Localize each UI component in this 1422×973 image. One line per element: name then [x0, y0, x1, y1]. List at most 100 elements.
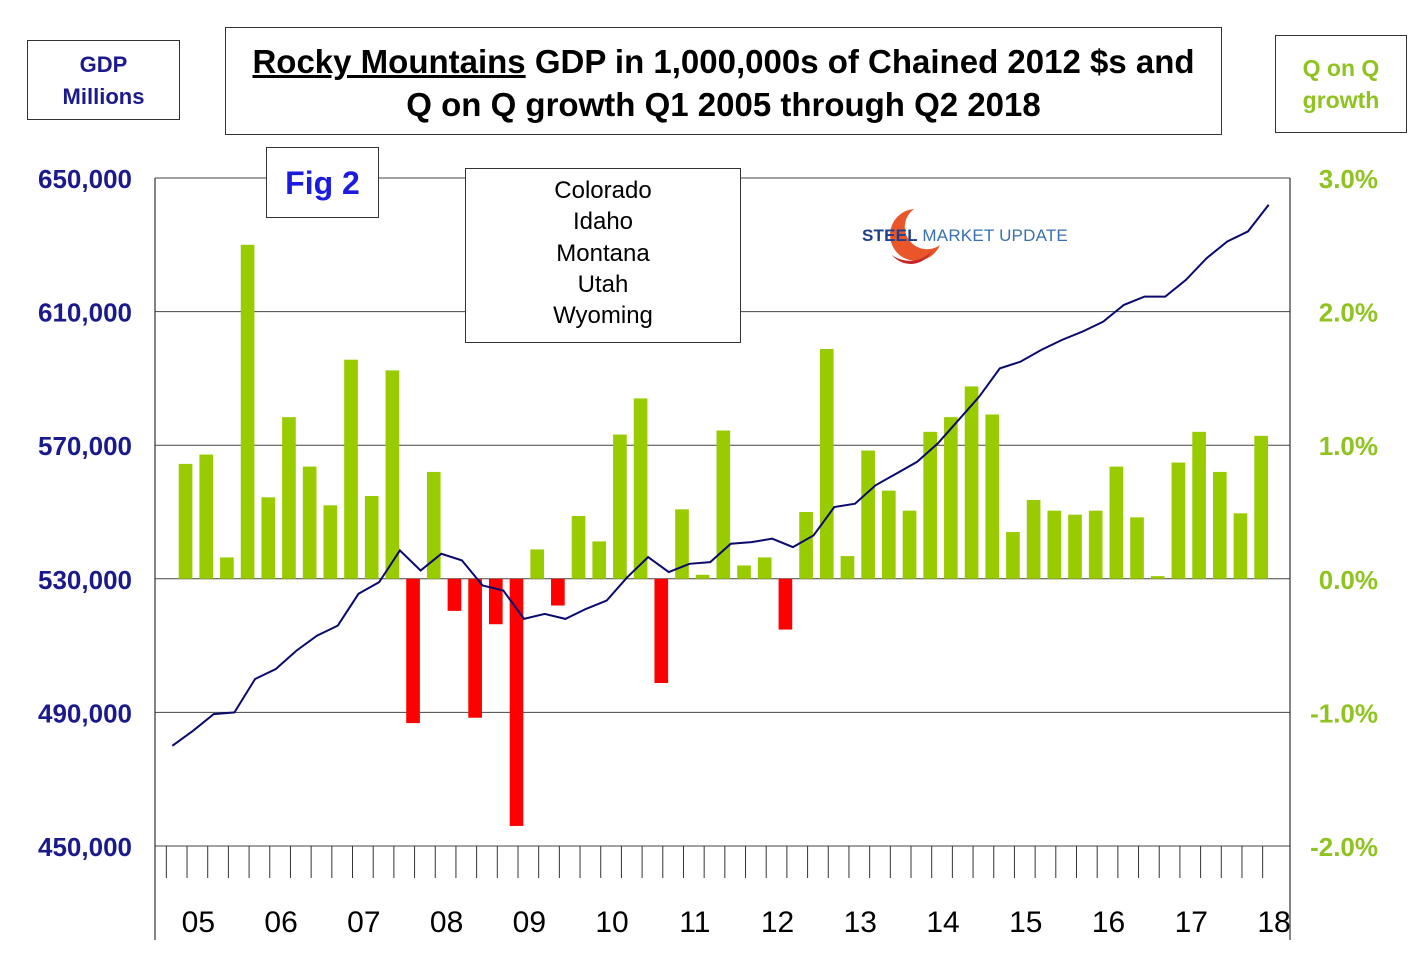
growth-bar	[302, 466, 317, 579]
growth-bar	[675, 509, 689, 579]
title-emphasis: Rocky Mountains	[252, 43, 526, 80]
growth-bars	[178, 244, 1268, 826]
growth-bar	[364, 495, 379, 579]
growth-bar	[1109, 466, 1124, 579]
left-tick-label: 650,000	[38, 164, 132, 194]
growth-bar	[778, 578, 793, 630]
growth-bar	[654, 578, 669, 684]
growth-bar	[1150, 576, 1165, 579]
growth-bar	[757, 557, 772, 579]
states-legend: Colorado Idaho Montana Utah Wyoming	[465, 168, 741, 343]
gdp-line	[171, 204, 1270, 747]
right-tick-label: 1.0%	[1319, 431, 1378, 461]
right-axis-ticks: 3.0% 2.0% 1.0% 0.0% -1.0% -2.0%	[1310, 164, 1378, 862]
state-item: Utah	[577, 270, 629, 298]
growth-bar	[819, 349, 834, 579]
x-tick-label: 12	[761, 906, 794, 939]
growth-bar	[1026, 499, 1041, 579]
growth-bar	[799, 512, 813, 579]
growth-bar	[488, 578, 503, 625]
left-tick-label: 570,000	[38, 431, 132, 461]
gdp-line-group	[171, 204, 1270, 747]
x-tick-label: 18	[1257, 906, 1290, 939]
growth-bar	[240, 244, 255, 579]
right-axis-title-line1: Q on Q	[1302, 55, 1380, 81]
growth-bar	[220, 557, 234, 579]
x-tick-label: 17	[1175, 906, 1208, 939]
growth-bar	[385, 370, 400, 579]
growth-bar	[530, 549, 545, 579]
growth-bar	[840, 556, 855, 579]
right-axis-title: Q on Q growth	[1275, 35, 1407, 133]
growth-bar	[468, 578, 482, 718]
x-tick-label: 07	[347, 906, 380, 939]
right-tick-label: -2.0%	[1310, 832, 1378, 862]
growth-bar	[1233, 513, 1248, 579]
logo-text-light: MARKET UPDATE	[922, 226, 1068, 245]
left-tick-label: 610,000	[38, 298, 132, 328]
x-tick-label: 13	[844, 906, 877, 939]
right-tick-label: 0.0%	[1319, 565, 1378, 595]
chart-title: Rocky Mountains GDP in 1,000,000s of Cha…	[225, 27, 1222, 135]
left-axis-title-line2: Millions	[62, 84, 145, 109]
growth-bar	[613, 434, 627, 579]
x-tick-label: 05	[182, 906, 215, 939]
growth-bar	[985, 414, 1000, 579]
state-item: Wyoming	[553, 302, 653, 330]
left-tick-label: 530,000	[38, 565, 132, 595]
growth-bar	[902, 510, 917, 579]
growth-bar	[923, 431, 938, 579]
steel-market-update-logo: STEEL MARKET UPDATE	[862, 205, 1092, 267]
growth-bar	[509, 578, 524, 826]
growth-bar	[633, 398, 648, 579]
right-tick-label: 2.0%	[1319, 298, 1378, 328]
logo-swoosh-icon	[890, 209, 940, 264]
left-tick-label: 490,000	[38, 698, 132, 728]
logo-text: STEEL MARKET UPDATE	[862, 226, 1068, 246]
x-tick-label: 10	[595, 906, 628, 939]
right-tick-label: -1.0%	[1310, 698, 1378, 728]
growth-bar	[1088, 510, 1103, 579]
state-item: Idaho	[572, 208, 634, 236]
growth-bar	[716, 430, 731, 579]
left-axis-title-line1: GDP	[79, 52, 128, 77]
growth-bar	[1212, 471, 1227, 579]
left-axis-title: GDP Millions	[27, 40, 180, 120]
right-tick-label: 3.0%	[1319, 164, 1378, 194]
state-item: Montana	[556, 239, 650, 267]
growth-bar	[178, 463, 193, 579]
growth-bar	[964, 386, 979, 579]
left-tick-label: 450,000	[38, 832, 132, 862]
growth-bar	[426, 471, 441, 579]
growth-bar	[881, 490, 896, 579]
growth-bar	[737, 565, 751, 579]
growth-bar	[406, 578, 420, 724]
x-axis: 05 06 07 08 09 10 11 12 13 14 15 16 17 18	[165, 846, 1291, 939]
figure-label: Fig 2	[266, 147, 379, 218]
growth-bar	[1171, 462, 1186, 579]
left-axis-ticks: 650,000 610,000 570,000 530,000 490,000 450,0…	[38, 164, 132, 862]
growth-bar	[447, 578, 462, 611]
axes	[154, 178, 1291, 940]
growth-bar	[592, 541, 607, 579]
growth-bar	[323, 505, 338, 579]
growth-bar	[199, 454, 214, 579]
x-tick-label: 08	[430, 906, 463, 939]
x-tick-label: 14	[926, 906, 959, 939]
growth-bar	[1047, 510, 1062, 579]
x-tick-label: 09	[513, 906, 546, 939]
title-rest: GDP in 1,000,000s of Chained 2012 $s and	[534, 43, 1195, 80]
growth-bar	[551, 578, 565, 606]
x-tick-label: 15	[1009, 906, 1042, 939]
logo-text-bold: STEEL	[862, 226, 918, 245]
growth-bar	[282, 417, 296, 579]
x-tick-label: 16	[1092, 906, 1125, 939]
growth-bar	[1192, 431, 1206, 579]
growth-bar	[695, 574, 710, 579]
growth-bar	[1130, 517, 1144, 579]
growth-bar	[344, 359, 358, 579]
growth-bar	[261, 497, 276, 579]
x-tick-label: 06	[264, 906, 297, 939]
growth-bar	[1006, 532, 1020, 579]
